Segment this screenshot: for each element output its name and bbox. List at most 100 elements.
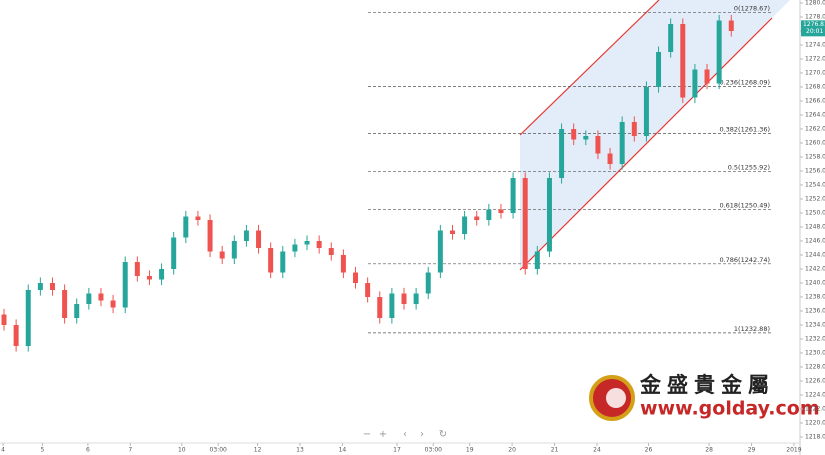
candle — [559, 123, 565, 184]
candle — [292, 238, 298, 258]
toolbar-button[interactable]: ↻ — [439, 429, 447, 440]
candle — [365, 277, 371, 303]
candle — [377, 291, 383, 324]
candle — [401, 287, 407, 310]
candle-body — [425, 272, 431, 294]
x-tick-label: 12 — [254, 447, 262, 454]
last-price-box — [801, 20, 825, 37]
candle — [680, 18, 686, 104]
x-tick-label: 6 — [86, 447, 90, 454]
candle — [37, 277, 43, 296]
y-tick-label: 1266.00 — [805, 98, 825, 105]
toolbar-button[interactable]: − — [363, 429, 371, 440]
candle-body — [462, 216, 468, 235]
x-tick-label: 10 — [178, 447, 186, 454]
candle — [728, 14, 734, 37]
x-tick-label: 4 — [1, 447, 5, 454]
candle-body — [680, 24, 686, 98]
candle-body — [110, 300, 116, 308]
candle — [656, 46, 662, 93]
candle-body — [243, 230, 249, 242]
candle-body — [280, 251, 286, 273]
x-tick-label: 17 — [393, 447, 401, 454]
candle-body — [486, 209, 492, 221]
y-tick-label: 1240.00 — [805, 280, 825, 287]
candle-body — [474, 216, 480, 221]
candle — [449, 224, 455, 240]
candle-body — [619, 122, 625, 165]
candle — [498, 203, 504, 219]
toolbar-button[interactable]: + — [379, 429, 387, 440]
candle — [340, 249, 346, 279]
x-tick-label: 28 — [705, 447, 713, 454]
candle-body — [159, 269, 165, 280]
fib-label: 0.618(1250.49) — [719, 202, 770, 210]
candle-body — [1, 314, 7, 326]
y-tick-label: 1254.00 — [805, 182, 825, 189]
candle-body — [13, 325, 19, 347]
candle-body — [559, 129, 565, 179]
candle-body — [607, 153, 613, 165]
candle — [49, 277, 55, 296]
watermark: 金盛貴金屬 www.golday.com — [589, 373, 820, 421]
x-tick-label: 21 — [551, 447, 559, 454]
candle-body — [401, 293, 407, 305]
y-tick-label: 1232.00 — [805, 336, 825, 343]
candle — [231, 235, 237, 265]
y-tick-label: 1218.00 — [805, 434, 825, 441]
y-tick-label: 1248.00 — [805, 224, 825, 231]
toolbar-button[interactable]: › — [420, 429, 424, 440]
brand-name: 金盛貴金屬 — [639, 373, 775, 397]
candle — [13, 319, 19, 352]
fib-label: 1(1232.88) — [734, 325, 770, 333]
candle-body — [195, 216, 201, 221]
x-tick-label: 14 — [339, 447, 347, 454]
channel-lower — [519, 17, 773, 271]
candle — [510, 172, 516, 219]
candle-body — [62, 290, 68, 319]
fib-label: 0.786(1242.74) — [719, 256, 770, 264]
last-price-label: 1276.81 — [803, 21, 825, 28]
toolbar-button[interactable]: ‹ — [403, 429, 407, 440]
candle — [110, 294, 116, 314]
candle — [98, 287, 104, 307]
y-tick-label: 1260.00 — [805, 140, 825, 147]
candle-body — [86, 293, 92, 305]
y-tick-label: 1268.00 — [805, 84, 825, 91]
brand-url: www.golday.com — [640, 398, 820, 420]
channel-upper — [519, 0, 660, 136]
candle-body — [207, 220, 213, 252]
candle — [353, 266, 359, 289]
candle-body — [522, 178, 528, 270]
candle-body — [389, 293, 395, 319]
candle-body — [98, 293, 104, 301]
y-tick-label: 1246.00 — [805, 238, 825, 245]
y-tick-label: 1256.00 — [805, 168, 825, 175]
candle-body — [37, 283, 43, 291]
fib-label: 0.236(1268.09) — [719, 78, 770, 86]
y-tick-label: 1250.00 — [805, 210, 825, 217]
candle-body — [413, 293, 419, 305]
candle-body — [268, 248, 274, 273]
candle — [425, 266, 431, 300]
candle-body — [171, 237, 177, 270]
candle — [207, 214, 213, 258]
candle — [534, 245, 540, 275]
candle — [280, 245, 286, 279]
y-tick-label: 1258.00 — [805, 154, 825, 161]
candle-body — [728, 20, 734, 32]
candle — [86, 287, 92, 310]
candle-body — [571, 129, 577, 140]
y-tick-label: 1270.00 — [805, 70, 825, 77]
candle-body — [74, 304, 80, 319]
candle-body — [49, 283, 55, 291]
candle — [316, 235, 322, 254]
candle — [171, 231, 177, 275]
candle-body — [353, 272, 359, 284]
y-tick-label: 1264.00 — [805, 112, 825, 119]
candle — [74, 298, 80, 324]
candle-body — [292, 244, 298, 252]
fib-label: 0.382(1261.36) — [719, 125, 770, 133]
candle — [716, 14, 722, 90]
candle — [583, 130, 589, 146]
